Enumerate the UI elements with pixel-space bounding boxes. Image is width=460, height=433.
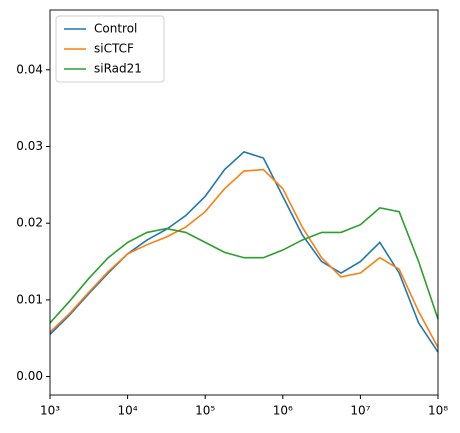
- legend-label: Control: [94, 22, 137, 36]
- x-tick-label: 10⁸: [428, 404, 448, 418]
- series-line: [49, 150, 439, 353]
- x-tick-label: 10⁶: [273, 404, 293, 418]
- x-tick-label: 10⁴: [118, 404, 138, 418]
- x-tick-label: 10⁷: [350, 404, 370, 418]
- y-tick-label: 0.00: [16, 369, 43, 383]
- legend-label: siRad21: [94, 62, 142, 76]
- y-tick-label: 0.01: [16, 292, 43, 306]
- series-line: [49, 168, 439, 348]
- y-tick-label: 0.03: [16, 139, 43, 153]
- y-tick-label: 0.04: [16, 62, 43, 76]
- y-tick-label: 0.02: [16, 216, 43, 230]
- x-tick-label: 10³: [40, 404, 60, 418]
- legend-box: [55, 15, 165, 83]
- x-tick-label: 10⁵: [195, 404, 215, 418]
- plot-frame: [49, 9, 439, 396]
- legend-label: siCTCF: [94, 42, 134, 56]
- series-line: [49, 207, 439, 324]
